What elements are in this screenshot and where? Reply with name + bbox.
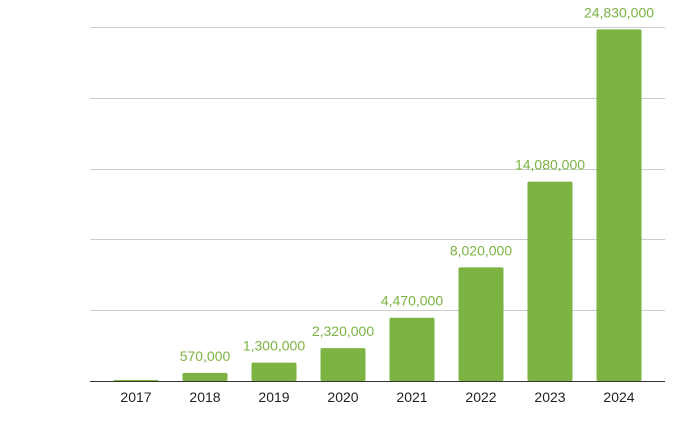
x-tick-label-2022: 2022 [465,389,496,405]
data-label-2023: 14,080,000 [515,157,585,173]
bar-2019 [251,362,297,381]
x-tick-label-2023: 2023 [534,389,565,405]
data-label-2022: 8,020,000 [450,242,512,258]
bar-2024 [596,29,642,382]
bar-2020 [320,348,366,381]
data-label-2019: 1,300,000 [243,338,305,354]
x-tick-label-2021: 2021 [396,389,427,405]
data-label-2020: 2,320,000 [312,323,374,339]
gridlines [90,27,665,382]
data-label-2018: 570,000 [180,348,231,364]
x-tick-label-2024: 2024 [603,389,634,405]
bar-2017 [113,380,159,381]
x-tick-label-2018: 2018 [189,389,220,405]
bar-2021 [389,317,435,381]
data-label-2021: 4,470,000 [381,293,443,309]
bar-2023 [527,181,573,381]
x-axis-ticks: 2017 2018 2019 2020 2021 2022 2023 2024 [120,389,634,405]
x-tick-label-2019: 2019 [258,389,289,405]
data-label-2024: 24,830,000 [584,4,654,20]
bar-2018 [182,372,228,381]
bars [113,29,642,382]
x-tick-label-2017: 2017 [120,389,151,405]
bar-2022 [458,267,504,381]
x-tick-label-2020: 2020 [327,389,358,405]
data-labels: 570,000 1,300,000 2,320,000 4,470,000 8,020,… [180,4,655,364]
